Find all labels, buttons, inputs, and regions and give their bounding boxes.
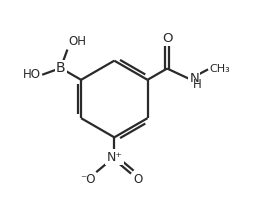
Text: O: O [162,32,172,45]
Text: H: H [193,78,201,91]
Text: N: N [189,72,199,85]
Text: B: B [56,61,65,75]
Text: HO: HO [23,68,41,81]
Text: OH: OH [68,35,86,48]
Text: ⁻O: ⁻O [80,173,95,186]
Text: CH₃: CH₃ [209,64,230,74]
Text: O: O [133,173,143,186]
Text: N⁺: N⁺ [106,150,122,164]
